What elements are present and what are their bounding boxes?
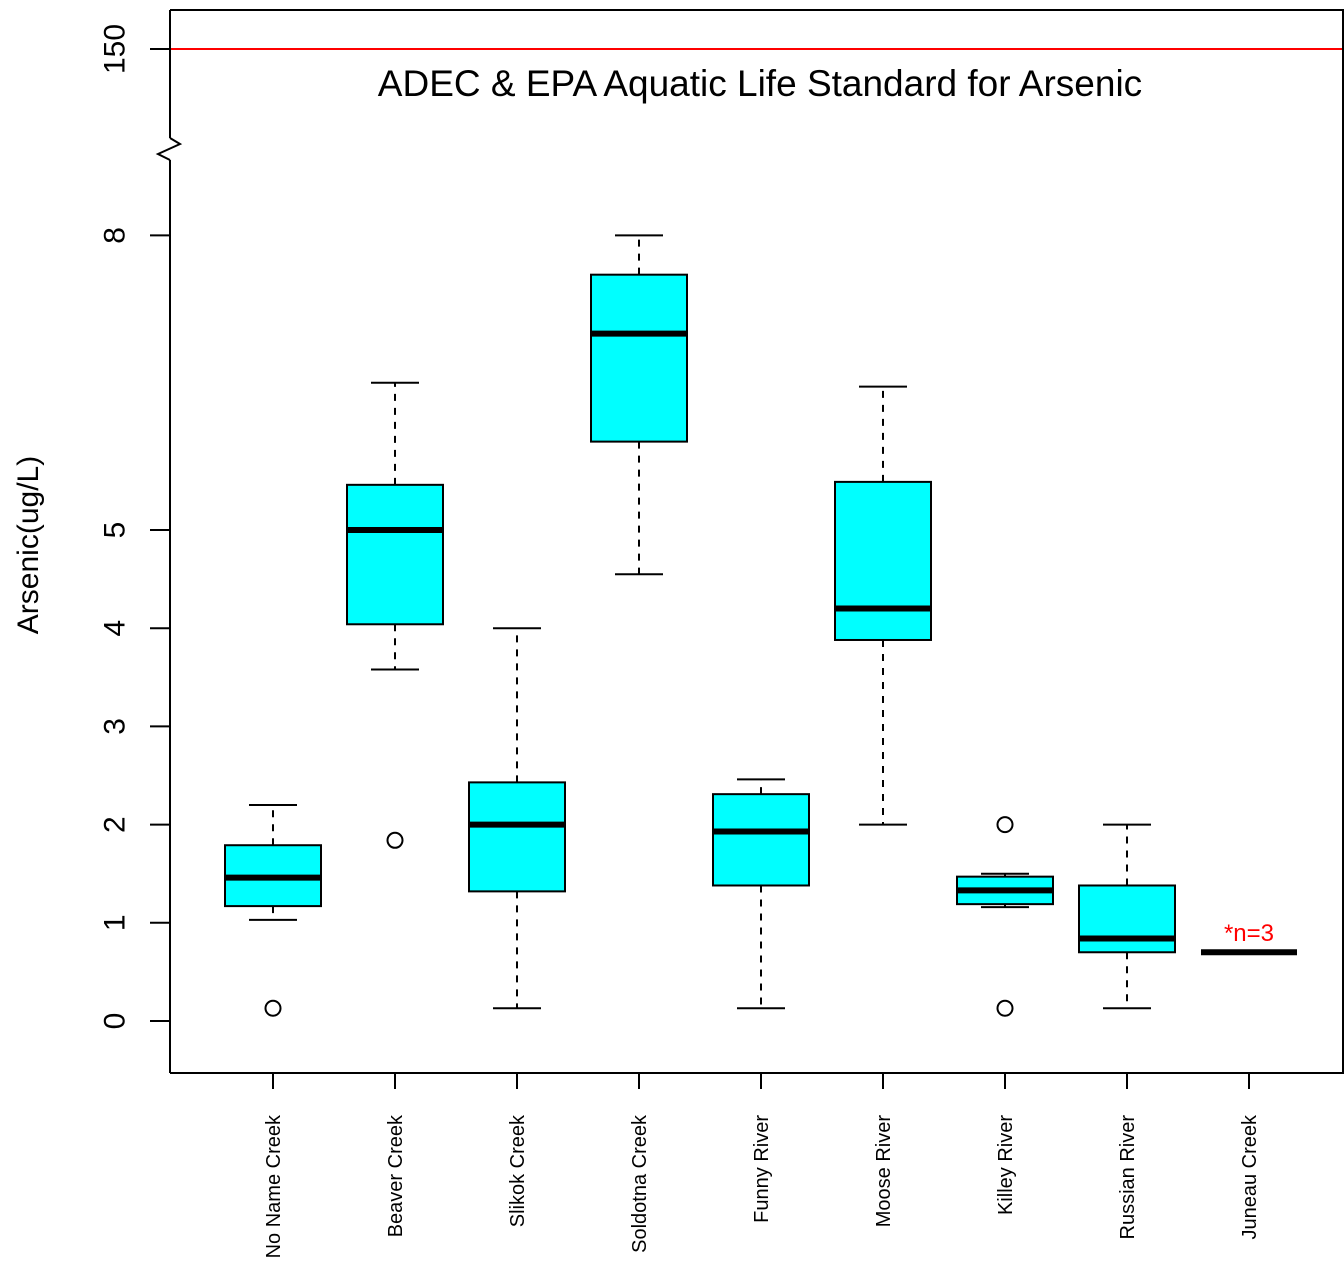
outlier-point xyxy=(996,999,1014,1017)
outlier-point xyxy=(264,999,282,1017)
x-tick-label: Funny River xyxy=(751,1115,773,1223)
x-tick-label: Russian River xyxy=(1117,1115,1139,1240)
sample-size-annotation: *n=3 xyxy=(1224,920,1274,947)
x-tick-label: Soldotna Creek xyxy=(629,1114,651,1253)
y-tick-label: 0 xyxy=(99,1013,132,1030)
x-tick-label: Killey River xyxy=(995,1115,1017,1215)
y-tick-label: 5 xyxy=(99,522,132,539)
x-tick-label: Beaver Creek xyxy=(385,1114,407,1237)
outlier-point xyxy=(386,831,404,849)
box-iqr xyxy=(468,781,566,893)
box-iqr xyxy=(834,480,932,641)
axis-break-mark xyxy=(155,137,183,161)
box-iqr xyxy=(346,483,444,626)
x-tick-label: Moose River xyxy=(873,1115,895,1228)
x-tick-label: Slikok Creek xyxy=(507,1114,529,1227)
x-tick-label: No Name Creek xyxy=(263,1114,285,1258)
box-group: *n=3 xyxy=(224,234,1297,1017)
outlier-point xyxy=(996,816,1014,834)
axes-group: 0 1 2 3 4 5 8 150 No Name Creek Beaver Creek Sliko… xyxy=(99,9,1344,1258)
y-tick-label: 3 xyxy=(99,718,132,735)
y-tick-label: 2 xyxy=(99,816,132,833)
y-tick-label: 8 xyxy=(99,227,132,244)
y-tick-label: 150 xyxy=(99,24,132,74)
x-tick-label: Juneau Creek xyxy=(1239,1114,1261,1240)
y-tick-label: 1 xyxy=(99,914,132,931)
y-axis-label: Arsenic(ug/L) xyxy=(12,456,45,634)
reference-line-label: ADEC & EPA Aquatic Life Standard for Ars… xyxy=(378,63,1142,104)
box-iqr xyxy=(590,273,688,443)
y-tick-label: 4 xyxy=(99,620,132,637)
box-iqr xyxy=(712,793,810,887)
box-iqr xyxy=(1078,884,1176,954)
